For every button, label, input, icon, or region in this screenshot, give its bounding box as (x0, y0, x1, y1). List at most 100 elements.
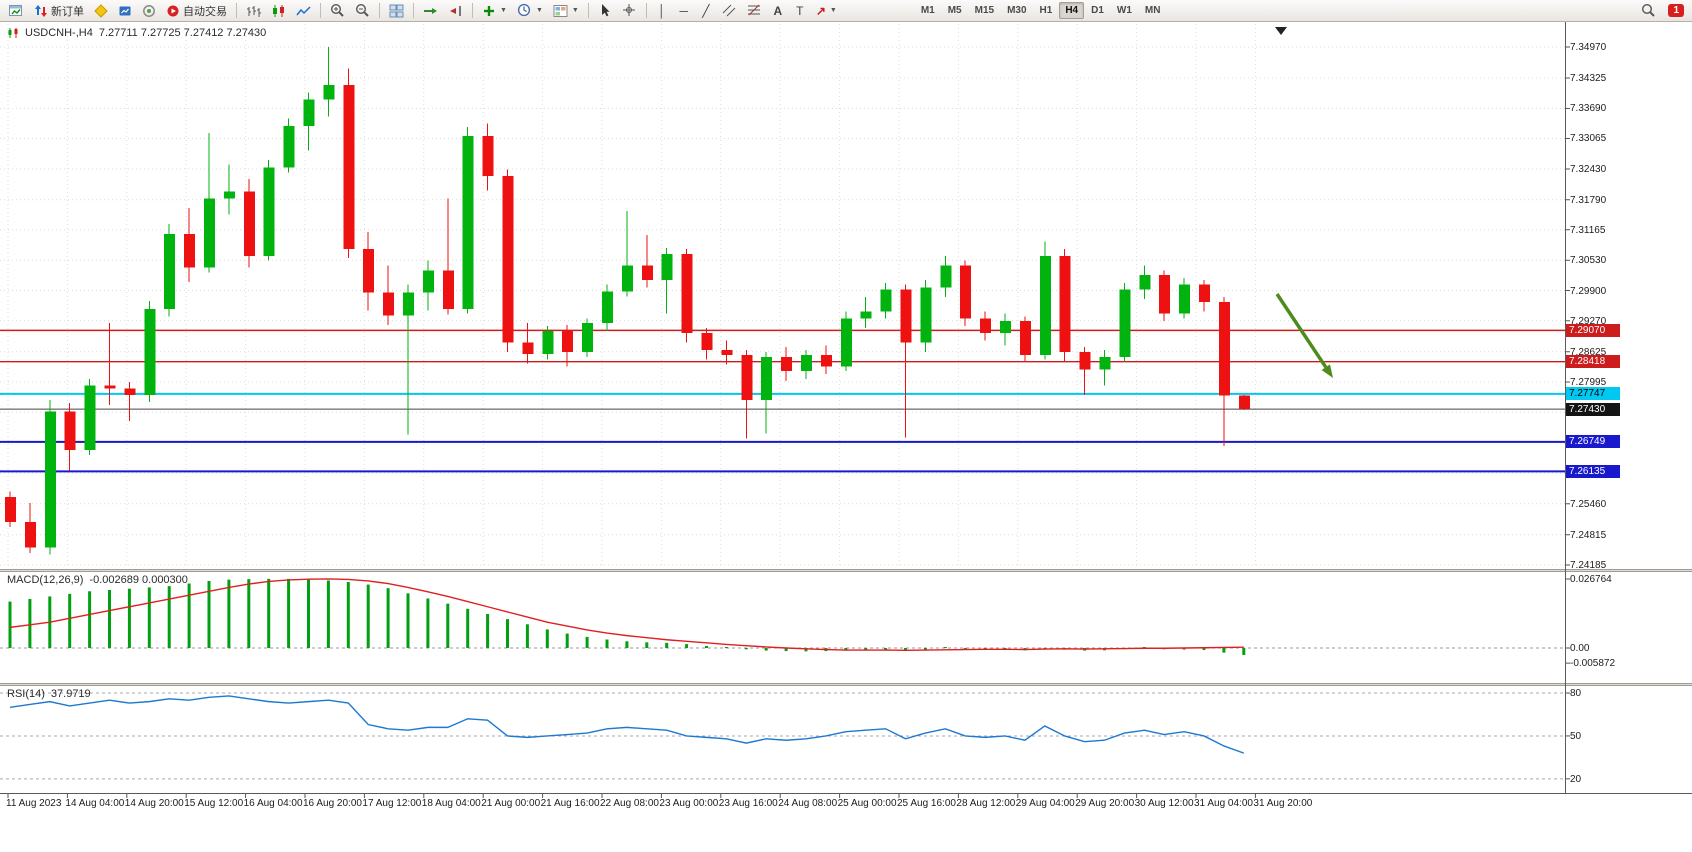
trendline-button[interactable]: ╱ (696, 2, 716, 20)
macd-axis-label: 0.026764 (1570, 574, 1612, 585)
time-axis-label: 16 Aug 20:00 (303, 798, 362, 809)
rsi-axis-label: 80 (1570, 688, 1582, 700)
time-axis-label: 14 Aug 04:00 (65, 798, 125, 809)
timeframe-button-m15[interactable]: M15 (969, 2, 1000, 19)
chart-title: USDCNH-,H4 7.27711 7.27725 7.27412 7.274… (7, 27, 266, 39)
community-button[interactable] (138, 2, 160, 20)
fibonacci-button[interactable] (743, 2, 766, 20)
timeframe-button-m5[interactable]: M5 (942, 2, 968, 19)
time-axis-label: 29 Aug 04:00 (1015, 798, 1075, 809)
chart-shift-icon (450, 5, 461, 16)
search-button[interactable] (1637, 2, 1660, 20)
time-axis-label: 21 Aug 16:00 (540, 798, 600, 809)
equidistant-channel-button[interactable] (718, 2, 741, 20)
panel-splitter[interactable] (0, 683, 1692, 686)
timeframe-button-h1[interactable]: H1 (1034, 2, 1059, 19)
metaeditor-button[interactable] (90, 2, 112, 20)
candlestick-chart-button[interactable] (267, 2, 290, 20)
arrow-annotation[interactable] (1275, 293, 1333, 378)
ohlc-values-label: 7.27711 7.27725 7.27412 7.27430 (98, 27, 267, 39)
templates-button[interactable]: ▼ (549, 2, 583, 20)
price-shift-marker[interactable] (1275, 27, 1287, 35)
hline-price-badge: 7.28418 (1566, 355, 1620, 369)
time-axis-label: 25 Aug 00:00 (837, 798, 897, 809)
timeframe-button-m30[interactable]: M30 (1001, 2, 1032, 19)
price-axis-label: 7.29900 (1570, 285, 1607, 297)
line-chart-button[interactable] (292, 2, 315, 20)
price-axis-label: 7.34970 (1570, 42, 1607, 53)
rsi-label: RSI(14) 37.9719 (7, 688, 91, 700)
time-axis-label: 18 Aug 04:00 (421, 798, 481, 809)
new-order-button[interactable]: 新订单 (30, 2, 88, 20)
symbol-timeframe-label: USDCNH-,H4 (25, 27, 93, 39)
macd-label: MACD(12,26,9) -0.002689 0.000300 (7, 574, 188, 586)
indicators-icon (484, 5, 494, 16)
timeframe-button-m1[interactable]: M1 (915, 2, 941, 19)
vertical-line-button[interactable]: │ (652, 2, 672, 20)
text-label-button[interactable]: T (790, 2, 810, 20)
metaeditor-icon (94, 3, 108, 18)
tile-windows-button[interactable] (385, 2, 408, 20)
periods-button[interactable]: ▼ (513, 2, 547, 20)
line-chart-icon (296, 5, 311, 15)
autotrading-icon (167, 5, 179, 16)
trendline-icon: ╱ (702, 3, 710, 18)
horizontal-line-button[interactable]: ─ (674, 2, 694, 20)
rsi-name: RSI(14) (7, 688, 45, 700)
arrows-button[interactable]: ↗ ▼ (812, 2, 841, 20)
chevron-down-icon: ▼ (500, 7, 507, 14)
time-axis[interactable]: 11 Aug 2023 14 Aug 04:00 14 Aug 20:00 15 Au… (0, 793, 1692, 852)
chart-window-icon (8, 28, 18, 38)
horizontal-line-icon: ─ (679, 3, 689, 18)
price-axis-label: 7.27995 (1570, 377, 1607, 388)
horizontal-lines[interactable] (0, 329, 1565, 473)
zoom-in-button[interactable] (326, 2, 349, 20)
zoom-out-button[interactable] (351, 2, 374, 20)
text-label-icon: T (796, 3, 804, 18)
auto-scroll-button[interactable] (419, 2, 442, 20)
macd-values: -0.002689 0.000300 (89, 574, 188, 586)
terminal-button[interactable] (114, 2, 136, 20)
timeframe-button-w1[interactable]: W1 (1111, 2, 1138, 19)
indicators-button[interactable]: ▼ (478, 2, 511, 20)
panel-splitter[interactable] (0, 569, 1692, 572)
price-axis-label: 7.31165 (1570, 224, 1606, 236)
toolbar-separator (587, 3, 589, 18)
timeframe-button-h4[interactable]: H4 (1059, 2, 1085, 19)
vertical-line-icon: │ (658, 3, 666, 18)
rsi-axis-label: 20 (1570, 773, 1582, 785)
new-order-icon (35, 4, 47, 17)
autotrading-button[interactable]: 自动交易 (162, 2, 231, 20)
candlesticks (5, 47, 1250, 555)
chart-shift-button[interactable] (444, 2, 467, 20)
toolbar-separator (645, 3, 647, 18)
new-chart-button[interactable] (4, 2, 28, 20)
timeframe-button-d1[interactable]: D1 (1085, 2, 1110, 19)
time-axis-label: 31 Aug 04:00 (1194, 798, 1253, 809)
candlestick-chart-icon (273, 4, 284, 17)
price-axis-label: 7.32430 (1570, 163, 1607, 175)
time-axis-label: 14 Aug 20:00 (124, 798, 184, 809)
tile-windows-icon (389, 4, 404, 17)
price-axis[interactable]: 7.34970 7.34325 7.33690 7.33065 7.32430 7.317… (1566, 0, 1692, 852)
rsi-value: 37.9719 (50, 688, 91, 700)
timeframe-button-mn[interactable]: MN (1139, 2, 1167, 19)
crosshair-button[interactable] (618, 2, 641, 20)
bar-chart-button[interactable] (242, 2, 265, 20)
cursor-button[interactable] (594, 2, 616, 20)
timeframe-toolbar: M1 M5 M15 M30 H1 H4 D1 W1 MN (915, 2, 1167, 19)
price-axis-label: 7.31790 (1570, 194, 1607, 206)
time-axis-label: 23 Aug 00:00 (659, 798, 719, 809)
price-axis-label: 7.24815 (1570, 529, 1607, 541)
notification-badge[interactable]: 1 (1668, 4, 1684, 17)
chevron-down-icon: ▼ (571, 7, 579, 14)
time-axis-label: 25 Aug 16:00 (897, 798, 956, 809)
time-axis-label: 11 Aug 2023 (6, 798, 62, 809)
price-axis-label: 7.33690 (1570, 103, 1607, 115)
search-icon (1642, 3, 1656, 17)
current-price-badge: 7.27430 (1566, 402, 1620, 416)
auto-scroll-icon (424, 7, 437, 14)
text-button[interactable]: A (768, 2, 788, 20)
equidistant-channel-icon (722, 4, 736, 17)
